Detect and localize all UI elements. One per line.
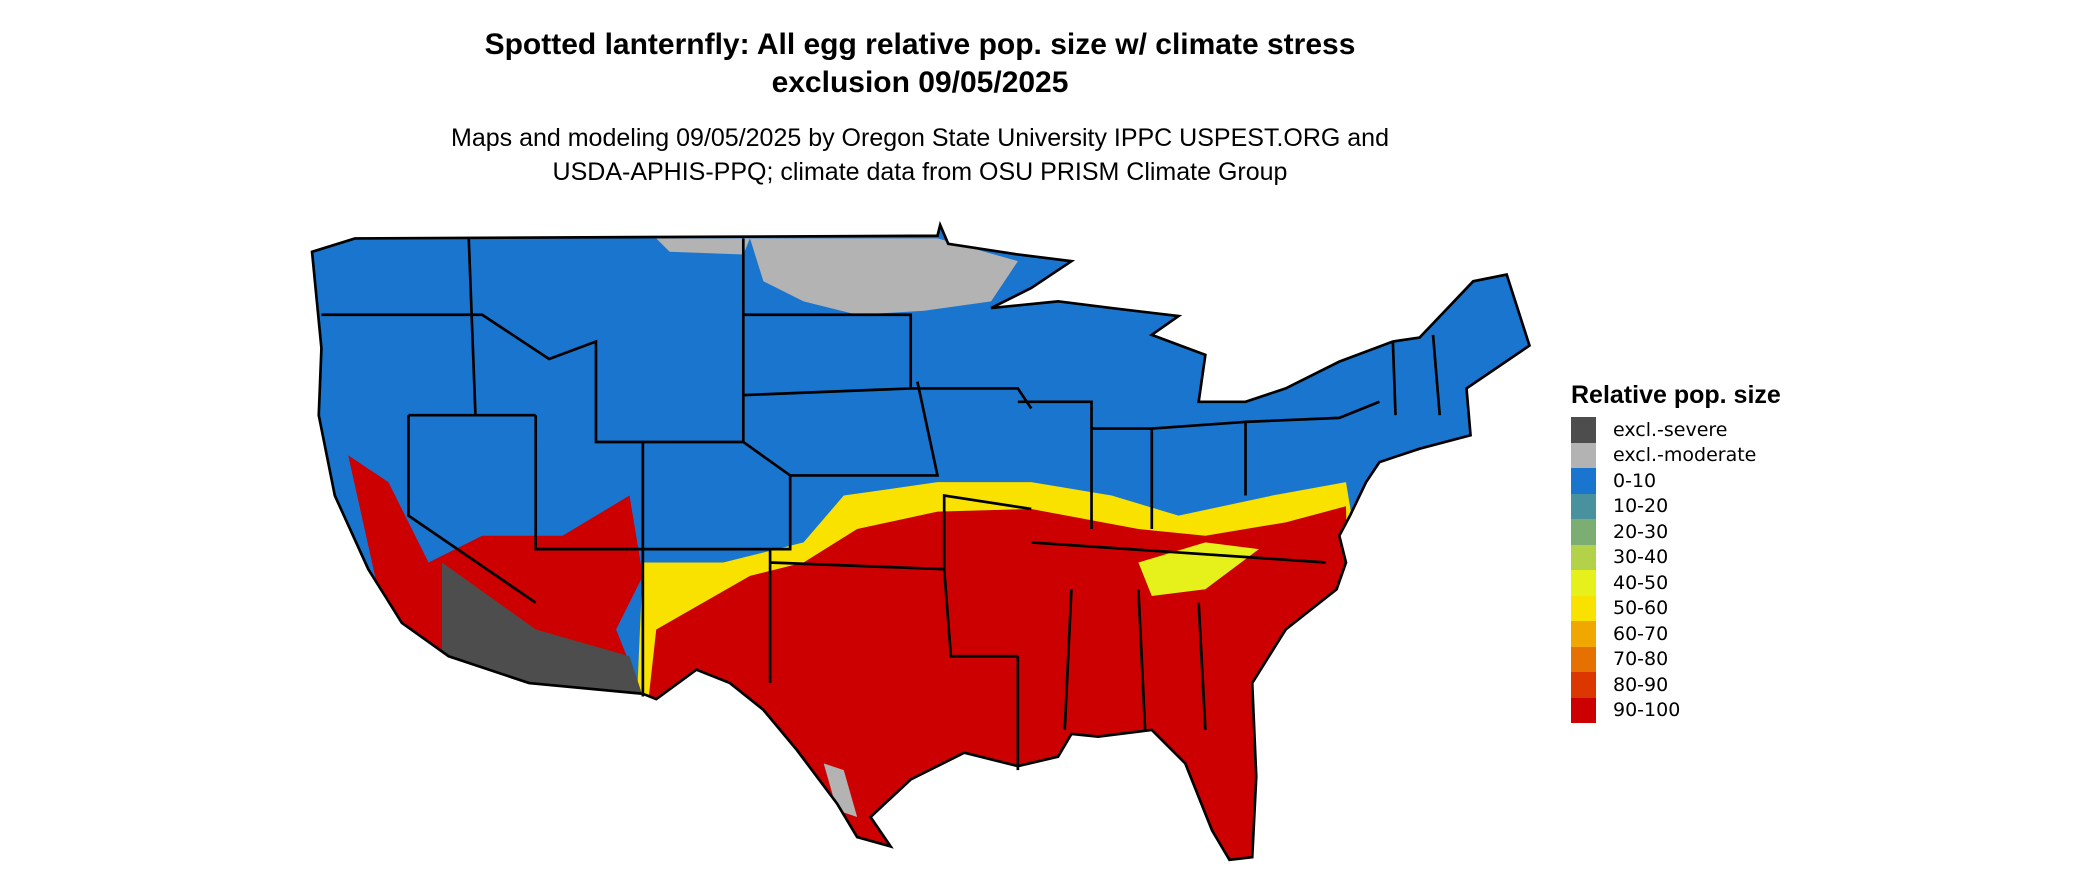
legend-item: 50-60 (1571, 595, 1756, 621)
legend: excl.-severe excl.-moderate 0-10 10-20 20-30… (1571, 417, 1756, 723)
legend-swatch (1571, 570, 1596, 596)
legend-label: 30-40 (1613, 546, 1669, 569)
legend-label: 70-80 (1613, 648, 1669, 671)
legend-title: Relative pop. size (1571, 381, 1781, 409)
legend-item: 60-70 (1571, 621, 1756, 647)
legend-item: 30-40 (1571, 544, 1756, 570)
legend-label: 80-90 (1613, 673, 1669, 696)
legend-swatch (1571, 442, 1596, 468)
subtitle-line1: Maps and modeling 09/05/2025 by Oregon S… (451, 124, 1389, 152)
legend-item: 80-90 (1571, 672, 1756, 698)
map-title-line2: exclusion 09/05/2025 (771, 66, 1069, 99)
legend-swatch (1571, 697, 1596, 723)
legend-label: excl.-moderate (1613, 444, 1757, 467)
legend-item: 10-20 (1571, 493, 1756, 519)
legend-swatch (1571, 621, 1596, 647)
legend-swatch (1571, 519, 1596, 545)
legend-swatch (1571, 417, 1596, 443)
zone-excl-severe-southwest (441, 562, 643, 697)
legend-item: 90-100 (1571, 697, 1756, 723)
zone-excl-moderate-north (750, 238, 1018, 315)
legend-item: excl.-severe (1571, 417, 1756, 443)
legend-item: 0-10 (1571, 468, 1756, 494)
legend-label: 40-50 (1613, 571, 1669, 594)
legend-label: 20-30 (1613, 520, 1669, 543)
legend-label: 60-70 (1613, 622, 1669, 645)
zone-excl-moderate-montana (656, 238, 750, 255)
legend-label: excl.-severe (1613, 418, 1728, 441)
legend-label: 50-60 (1613, 597, 1669, 620)
legend-swatch (1571, 595, 1596, 621)
legend-swatch (1571, 544, 1596, 570)
legend-swatch (1571, 493, 1596, 519)
legend-item: 20-30 (1571, 519, 1756, 545)
legend-item: 70-80 (1571, 646, 1756, 672)
legend-label: 0-10 (1613, 469, 1657, 492)
legend-swatch (1571, 646, 1596, 672)
state-boundaries (310, 223, 1531, 862)
legend-item: excl.-moderate (1571, 442, 1757, 468)
legend-swatch (1571, 672, 1596, 698)
zone-excl-moderate-texas (823, 763, 858, 817)
subtitle-line2: USDA-APHIS-PPQ; climate data from OSU PR… (552, 158, 1288, 186)
legend-label: 90-100 (1613, 699, 1681, 722)
legend-swatch (1571, 468, 1596, 494)
map-title-line1: Spotted lanternfly: All egg relative pop… (484, 28, 1356, 61)
legend-item: 40-50 (1571, 570, 1756, 596)
legend-label: 10-20 (1613, 495, 1669, 518)
